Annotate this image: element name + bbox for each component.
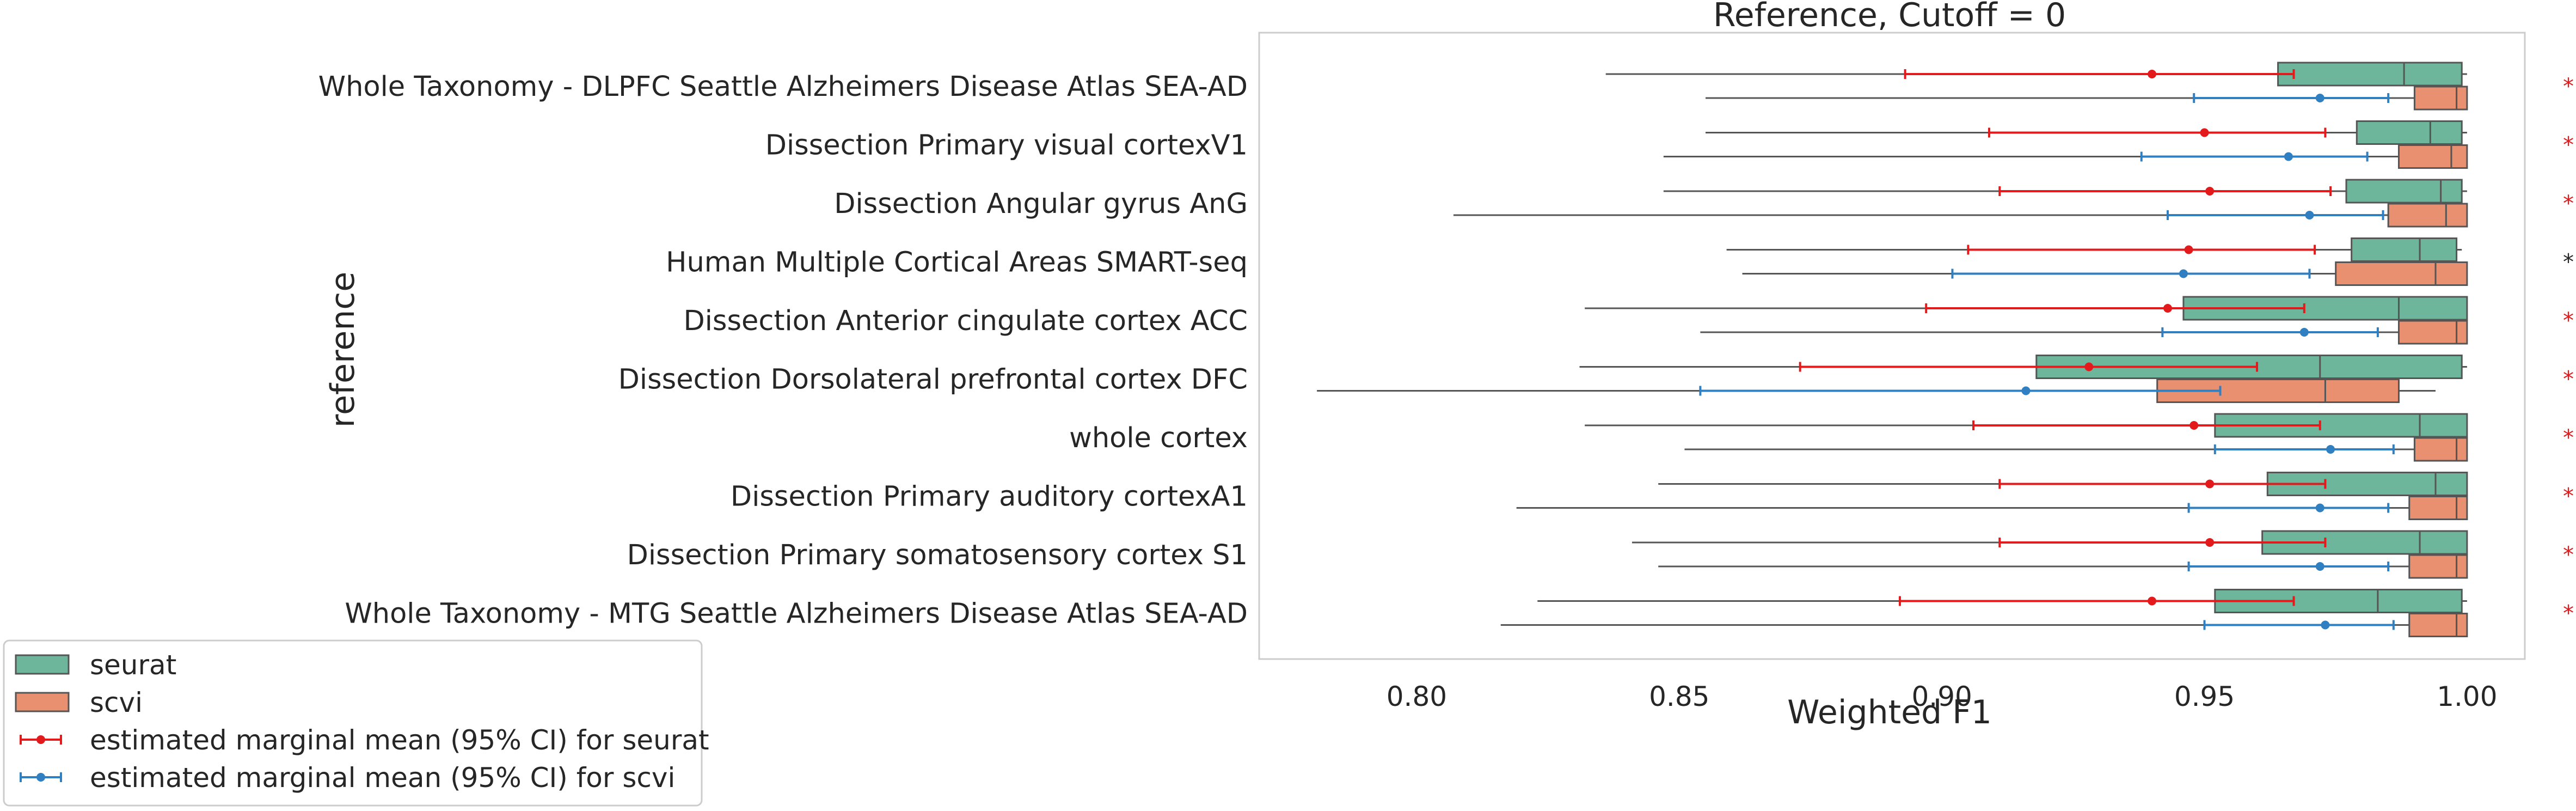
legend-label: estimated marginal mean (95% CI) for scv…	[90, 762, 675, 794]
scvi-box	[2397, 320, 2468, 345]
scvi-mean-point	[2305, 211, 2314, 219]
seurat-mean-point	[2205, 538, 2215, 547]
category-row: whole cortex *	[1069, 413, 2574, 462]
significance-marker: *	[2563, 484, 2574, 509]
seurat-box	[2277, 62, 2463, 87]
category-row: Human Multiple Cortical Areas SMART-seq *	[666, 237, 2574, 286]
seurat-mean-point	[2148, 70, 2157, 78]
significance-marker: *	[2563, 425, 2574, 450]
category-label: Dissection Anterior cingulate cortex ACC	[683, 305, 1248, 337]
legend: seurat scvi estimated marginal mean (95% C…	[3, 639, 709, 807]
category-label: Whole Taxonomy - DLPFC Seattle Alzheimer…	[318, 71, 1248, 103]
significance-marker: *	[2563, 133, 2574, 158]
seurat-box	[2345, 179, 2463, 204]
seurat-mean-point	[2163, 304, 2172, 313]
scvi-mean-point	[2284, 152, 2293, 161]
scvi-box	[2408, 613, 2468, 637]
seurat-box	[2351, 237, 2458, 262]
legend-label: estimated marginal mean (95% CI) for seu…	[90, 724, 709, 756]
x-axis-label: Weighted F1	[1787, 693, 1992, 731]
seurat-box	[2356, 120, 2463, 145]
scvi-mean-point	[2315, 94, 2324, 102]
x-tick-label: 0.95	[2174, 681, 2235, 712]
category-row: Dissection Primary somatosensory cortex …	[627, 530, 2574, 579]
significance-marker: *	[2563, 542, 2574, 568]
y-axis-label: reference	[324, 272, 362, 428]
x-tick-label: 0.80	[1387, 681, 1447, 712]
seurat-mean-point	[2205, 187, 2215, 196]
category-row: Dissection Primary auditory cortexA1 *	[731, 472, 2574, 520]
scvi-mean-point	[2315, 562, 2324, 571]
scvi-mean-point	[2179, 269, 2188, 278]
legend-swatch-seurat	[15, 654, 70, 675]
scvi-box	[2387, 203, 2468, 228]
category-row: Whole Taxonomy - DLPFC Seattle Alzheimer…	[318, 62, 2574, 111]
scvi-box	[2408, 554, 2468, 579]
significance-marker: *	[2563, 367, 2574, 392]
legend-swatch-scvi	[15, 692, 70, 712]
significance-marker: *	[2563, 250, 2574, 275]
seurat-mean-point	[2148, 596, 2157, 606]
significance-marker: *	[2563, 308, 2574, 333]
category-row: Whole Taxonomy - MTG Seattle Alzheimers …	[345, 589, 2574, 637]
x-tick-label: 0.90	[1911, 681, 1972, 712]
seurat-mean-point	[2084, 362, 2094, 371]
category-row: Dissection Dorsolateral prefrontal corte…	[618, 355, 2574, 403]
seurat-mean-point	[2200, 128, 2209, 137]
legend-errorbar-point	[36, 735, 45, 744]
plot-area-frame	[1258, 32, 2526, 660]
category-label: Whole Taxonomy - MTG Seattle Alzheimers …	[345, 598, 1248, 630]
category-label: Dissection Angular gyrus AnG	[834, 188, 1248, 220]
scvi-box	[2335, 261, 2468, 286]
category-label: Dissection Primary visual cortexV1	[765, 130, 1248, 162]
category-label: Dissection Primary auditory cortexA1	[731, 481, 1248, 513]
category-label: Dissection Dorsolateral prefrontal corte…	[618, 364, 1248, 396]
significance-marker: *	[2563, 191, 2574, 216]
significance-marker: *	[2563, 74, 2574, 99]
scvi-mean-point	[2021, 386, 2031, 395]
category-label: Dissection Primary somatosensory cortex …	[627, 539, 1248, 571]
scvi-mean-point	[2321, 620, 2330, 630]
category-label: Human Multiple Cortical Areas SMART-seq	[666, 247, 1248, 279]
legend-errorbar-point	[36, 773, 45, 782]
category-label: whole cortex	[1069, 422, 1248, 454]
scvi-box	[2413, 86, 2468, 111]
category-row: Dissection Angular gyrus AnG *	[834, 179, 2574, 228]
category-row: Dissection Primary visual cortexV1 *	[765, 120, 2574, 169]
scvi-mean-point	[2299, 328, 2309, 337]
chart-title: Reference, Cutoff = 0	[1713, 0, 2066, 34]
legend-frame	[3, 639, 703, 807]
scvi-box	[2408, 496, 2468, 520]
seurat-mean-point	[2205, 479, 2215, 489]
x-tick-label: 0.85	[1649, 681, 1709, 712]
legend-label: scvi	[90, 687, 143, 718]
x-tick-label: 1.00	[2437, 681, 2497, 712]
scvi-box	[2413, 437, 2468, 462]
scvi-mean-point	[2326, 445, 2335, 454]
seurat-mean-point	[2184, 245, 2193, 254]
chart-rows: Whole Taxonomy - DLPFC Seattle Alzheimer…	[318, 62, 2574, 637]
category-row: Dissection Anterior cingulate cortex ACC…	[683, 296, 2574, 345]
scvi-mean-point	[2315, 503, 2324, 513]
legend-label: seurat	[90, 649, 176, 681]
x-axis: 0.80 0.85 0.90 0.95 1.00	[1387, 681, 2498, 712]
scvi-box	[2397, 144, 2468, 169]
significance-marker: *	[2563, 601, 2574, 626]
seurat-mean-point	[2189, 421, 2199, 430]
